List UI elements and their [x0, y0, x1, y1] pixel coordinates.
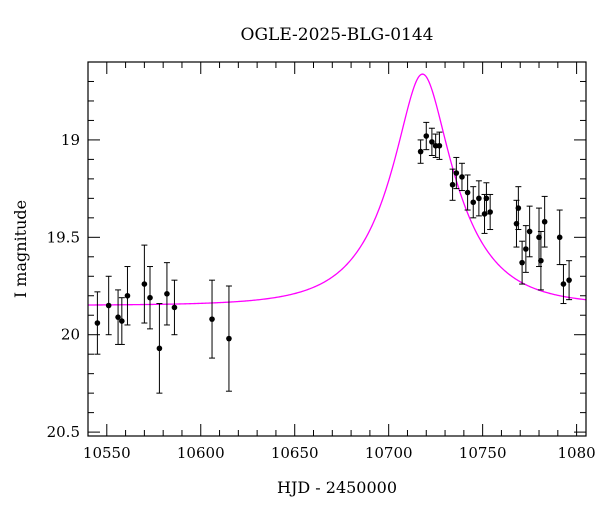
y-tick-label: 20.5	[47, 423, 80, 441]
data-point	[225, 285, 232, 392]
data-point	[94, 291, 101, 355]
data-point	[436, 131, 443, 160]
data-point	[147, 266, 154, 330]
plot-frame	[87, 61, 587, 437]
data-marker	[487, 209, 493, 215]
data-point	[487, 193, 494, 231]
data-marker	[94, 320, 101, 326]
data-marker	[124, 292, 131, 299]
data-marker	[171, 304, 178, 311]
data-marker	[476, 195, 482, 202]
x-tick-label: 10750	[459, 444, 507, 462]
axis-ticks	[87, 61, 586, 436]
data-point	[537, 230, 544, 291]
data-marker	[464, 189, 471, 196]
x-tick-label: 1080	[558, 444, 596, 462]
data-marker	[119, 318, 125, 324]
x-tick-label: 10550	[83, 444, 131, 462]
data-marker	[483, 195, 490, 202]
data-point	[118, 297, 125, 345]
data-marker	[115, 314, 121, 320]
data-marker	[515, 205, 522, 211]
data-point	[449, 168, 456, 201]
data-point	[522, 225, 529, 273]
data-point	[417, 139, 424, 164]
data-marker	[226, 335, 232, 342]
data-marker	[556, 234, 563, 241]
data-point	[556, 209, 563, 266]
y-tick-label: 19.5	[47, 228, 80, 246]
data-marker	[560, 281, 567, 287]
data-marker	[523, 246, 529, 252]
data-marker	[470, 199, 477, 206]
x-axis-label: HJD - 2450000	[277, 478, 397, 497]
data-point	[163, 262, 170, 326]
tick-labels: 10550 10600 10650 10700 10750 1080 19 19.5 20 20.…	[47, 131, 596, 462]
data-point	[423, 121, 430, 151]
data-marker	[156, 345, 163, 352]
x-tick-label: 10650	[271, 444, 319, 462]
data-point	[515, 186, 522, 231]
data-point	[105, 275, 112, 336]
data-marker	[449, 181, 456, 188]
model-curve	[88, 73, 587, 306]
data-marker	[429, 139, 435, 145]
data-point	[428, 127, 435, 156]
data-points-layer	[94, 121, 573, 394]
chart-title: OGLE-2025-BLG-0144	[241, 25, 434, 45]
data-point	[453, 156, 460, 190]
data-marker	[453, 170, 460, 176]
y-tick-label: 19	[61, 131, 80, 149]
data-point	[141, 244, 148, 324]
data-point	[566, 260, 573, 301]
data-marker	[417, 148, 424, 155]
data-marker	[566, 277, 572, 283]
data-point	[458, 162, 465, 192]
data-point	[209, 279, 216, 359]
data-point	[541, 195, 548, 248]
data-point	[156, 303, 163, 394]
data-point	[124, 266, 131, 326]
data-marker	[164, 291, 170, 297]
data-point	[560, 264, 567, 305]
model-curve-layer	[88, 73, 587, 306]
data-marker	[147, 294, 153, 301]
data-marker	[423, 133, 430, 139]
data-point	[470, 186, 477, 219]
data-point	[171, 279, 178, 336]
x-tick-label: 10700	[365, 444, 413, 462]
data-point	[519, 240, 526, 285]
x-tick-label: 10600	[177, 444, 225, 462]
data-marker	[519, 259, 525, 266]
y-axis-label: I magnitude	[11, 200, 30, 298]
data-marker	[459, 174, 465, 180]
data-point	[526, 205, 533, 258]
data-marker	[538, 257, 544, 264]
data-marker	[141, 281, 148, 287]
data-point	[464, 174, 471, 211]
data-marker	[436, 142, 443, 149]
data-marker	[526, 228, 533, 235]
data-marker	[105, 302, 112, 309]
data-marker	[541, 218, 548, 225]
y-tick-label: 20	[61, 326, 80, 344]
data-point	[475, 180, 482, 217]
data-marker	[209, 316, 215, 322]
